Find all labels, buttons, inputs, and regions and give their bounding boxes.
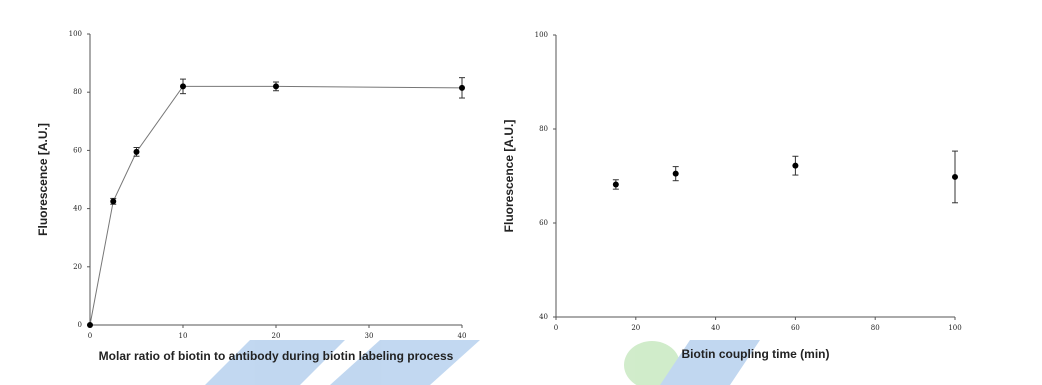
data-point (459, 84, 465, 91)
data-point (87, 322, 93, 328)
x-axis-label: Biotin coupling time (min) (682, 347, 830, 361)
x-tick-label: 40 (711, 324, 720, 332)
y-tick-label: 60 (73, 146, 82, 154)
data-point (133, 148, 140, 155)
y-tick-label: 40 (73, 205, 82, 213)
data-point (672, 170, 679, 177)
data-point (952, 173, 958, 180)
data-point (273, 83, 279, 90)
x-tick-label: 10 (179, 332, 188, 340)
data-point (110, 198, 117, 205)
x-tick-label: 20 (631, 324, 640, 332)
x-tick-label: 40 (458, 332, 467, 340)
x-axis-label: Molar ratio of biotin to antibody during… (99, 349, 454, 363)
y-tick-label: 80 (539, 125, 548, 133)
y-tick-label: 100 (535, 31, 548, 39)
y-tick-label: 100 (69, 30, 82, 38)
y-axis-label: Fluorescence [A.U.] (36, 123, 50, 236)
x-tick-label: 0 (88, 332, 92, 340)
x-tick-label: 20 (272, 332, 281, 340)
y-tick-label: 60 (539, 219, 548, 227)
data-point (612, 181, 619, 188)
data-point (792, 162, 799, 169)
x-tick-label: 0 (554, 324, 558, 332)
x-tick-label: 30 (365, 332, 374, 340)
y-tick-label: 40 (539, 313, 548, 321)
y-tick-label: 0 (78, 321, 82, 329)
y-tick-label: 20 (73, 263, 82, 271)
y-tick-label: 80 (73, 88, 82, 96)
watermark (205, 340, 760, 385)
x-tick-label: 100 (948, 324, 961, 332)
data-line (89, 85, 463, 326)
x-tick-label: 80 (871, 324, 880, 332)
data-point (180, 83, 186, 90)
y-axis-label: Fluorescence [A.U.] (502, 120, 516, 233)
x-tick-label: 60 (791, 324, 800, 332)
